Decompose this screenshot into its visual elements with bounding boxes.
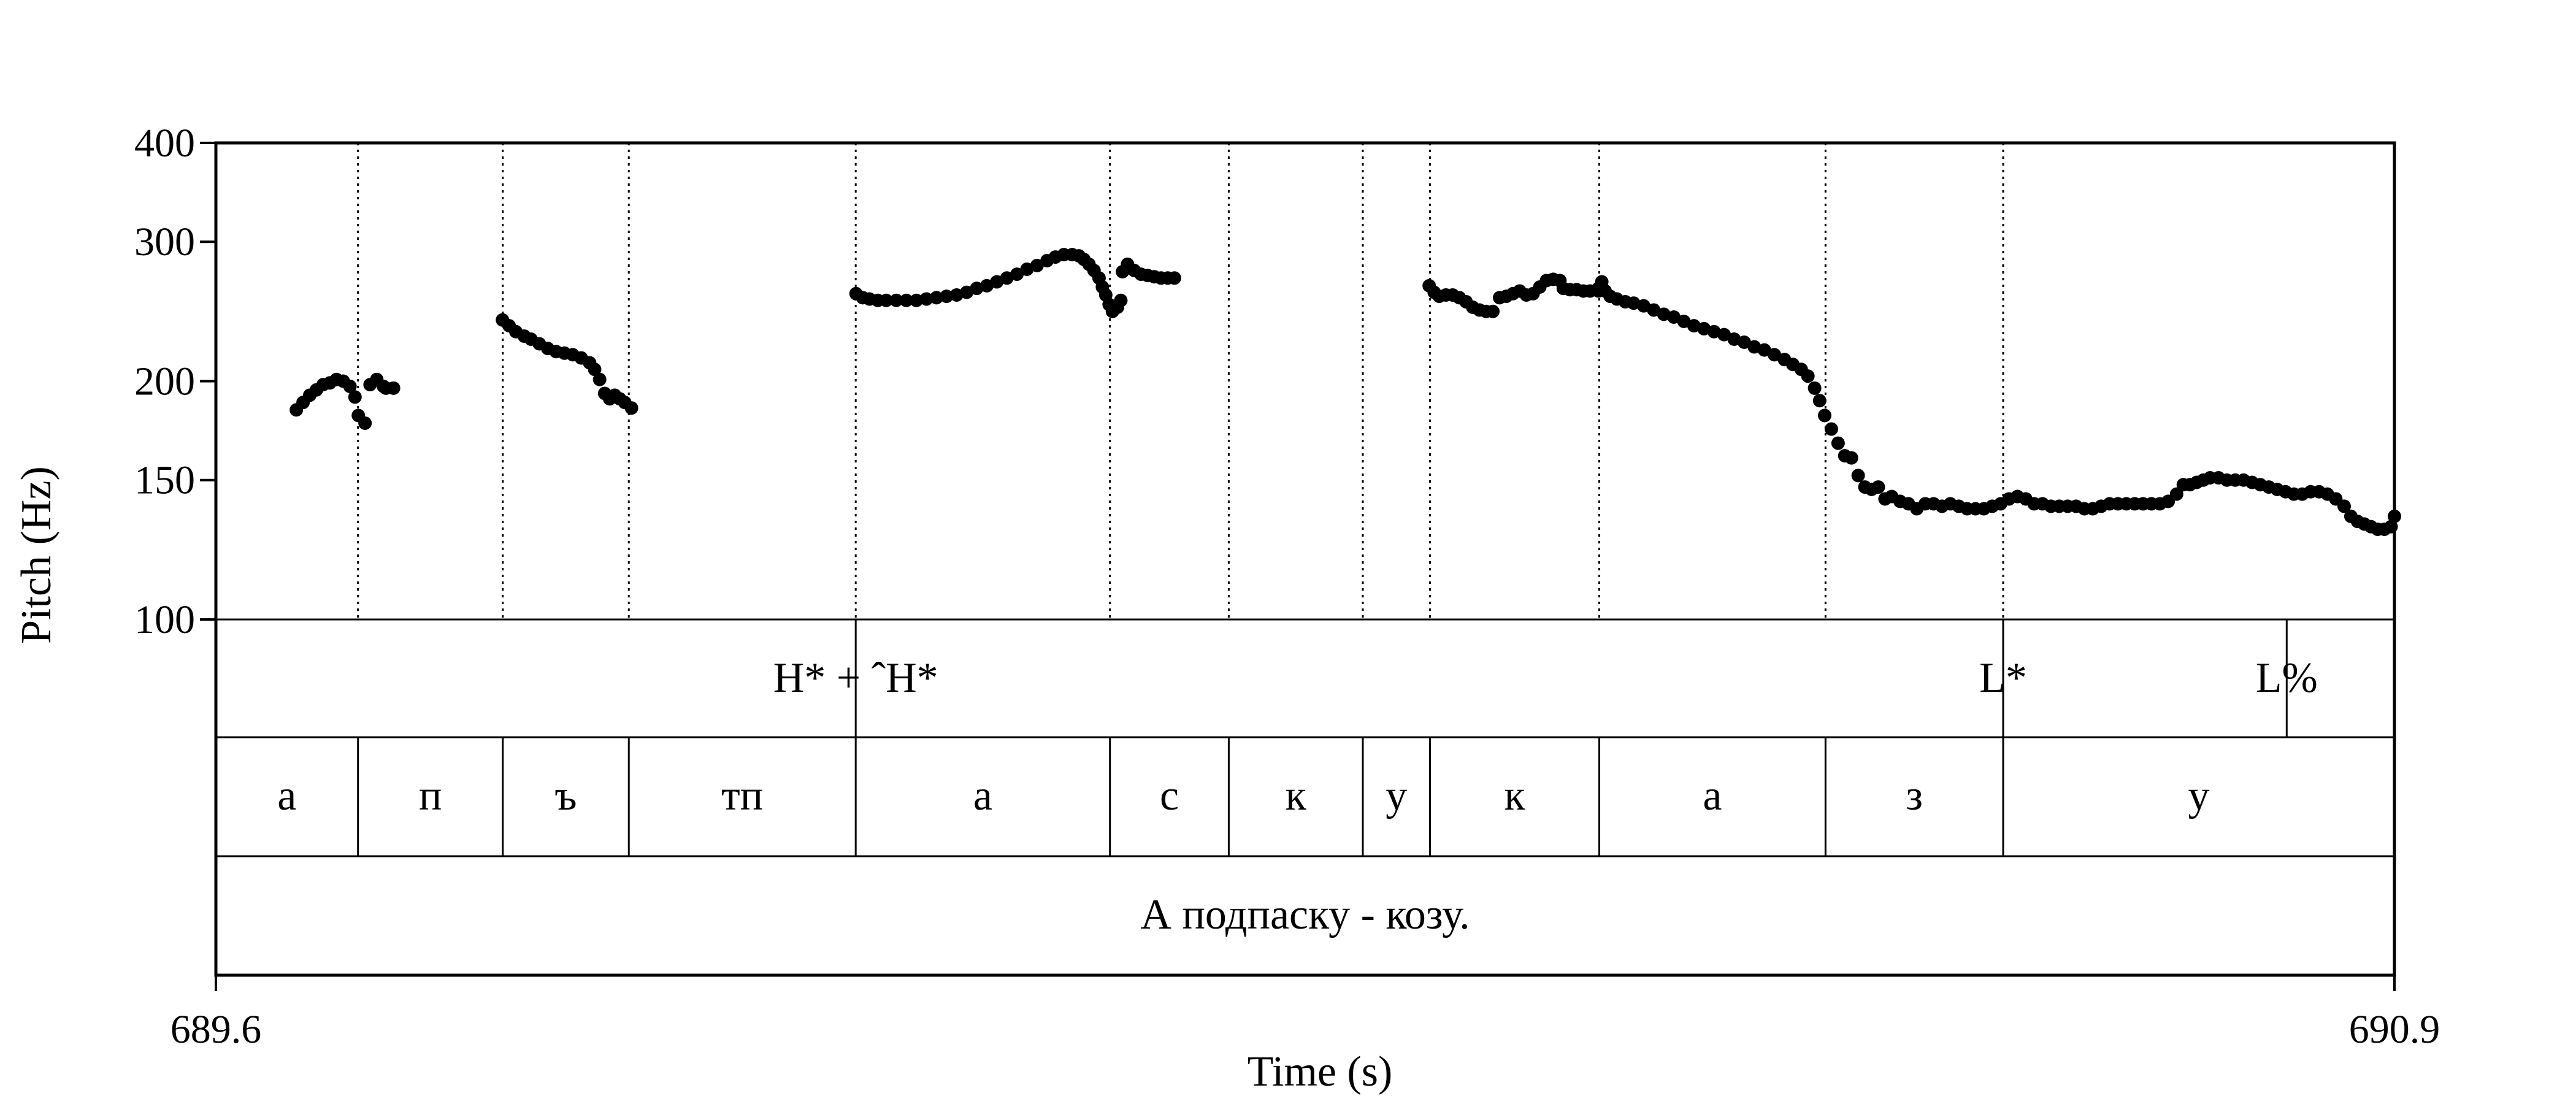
pitch-point [1807,381,1822,395]
pitch-point [1757,343,1771,357]
segment-boundaries [357,143,2004,856]
y-axis-title: Pitch (Hz) [13,466,60,644]
pitch-point [1871,480,1885,494]
pitch-point [1717,328,1731,342]
y-tick-label-100: 100 [134,597,195,642]
pitch-point [879,293,893,307]
segment-label: а [1703,772,1722,819]
pitch-point [358,416,372,430]
sentence-label: А подпаску - козу. [1140,891,1470,938]
pitch-point [624,401,638,415]
pitch-point [1167,271,1181,285]
pitch-point [1486,304,1500,318]
pitch-point [1831,436,1845,450]
pitch-point [2384,519,2398,534]
pitch-point [2337,499,2352,513]
pitch-point [1824,422,1838,436]
segment-label: к [1505,772,1526,819]
chart-frame [214,141,2396,977]
segment-label: к [1286,772,1307,819]
pitch-point [592,372,607,386]
pitch-point [899,293,913,307]
segment-label: п [419,772,442,819]
segment-label: с [1160,772,1179,819]
segment-label: у [2188,772,2210,819]
pitch-point [1801,369,1815,383]
plot-border [214,141,2396,977]
pitch-point [1737,335,1751,349]
pitch-point [1851,469,1865,483]
segment-label: у [1386,772,1407,819]
pitch-point [343,379,357,393]
segment-label: з [1906,772,1923,819]
pitch-point [588,362,602,377]
segment-label: а [277,772,296,819]
pitch-point [1030,258,1044,272]
axis-ticks: 100 150 200 300 400 689.6 690.9 [134,121,2440,1052]
pitch-point [929,291,943,305]
pitch-point [1010,267,1024,282]
pitch-point [1768,348,1782,362]
segment-label: тп [721,772,763,819]
y-tick-label-300: 300 [134,220,195,264]
x-tick-label-1: 689.6 [171,1007,262,1052]
pitch-point [910,293,924,307]
pitch-point [919,292,933,306]
tone-label: H* + ˆH* [773,654,938,702]
pitch-point [1844,451,1858,465]
pitch-point [889,293,903,307]
pitch-point [940,289,954,304]
x-tick-label-2: 690.9 [2349,1007,2440,1052]
pitch-points [289,248,2401,536]
y-tick-label-150: 150 [134,458,195,503]
pitch-point [1677,315,1691,329]
pitch-point [2169,487,2183,501]
tone-label: L* [1979,654,2027,702]
pitch-point [1818,408,1832,423]
annotation-tiers: H* + ˆH* L* L% а п ъ тп а с к у к а з у А подпаску - ко… [277,619,2318,938]
pitch-point [379,381,393,395]
x-axis-title: Time (s) [1248,1048,1393,1095]
tone-label: L% [2256,654,2318,702]
segment-label: а [973,772,992,819]
pitch-point [348,390,362,404]
segment-label: ъ [554,772,577,819]
pitch-point [2388,509,2401,523]
pitch-point [1812,394,1827,408]
y-tick-label-200: 200 [134,359,195,404]
pitch-point [1114,293,1128,307]
y-tick-label-400: 400 [134,121,195,166]
